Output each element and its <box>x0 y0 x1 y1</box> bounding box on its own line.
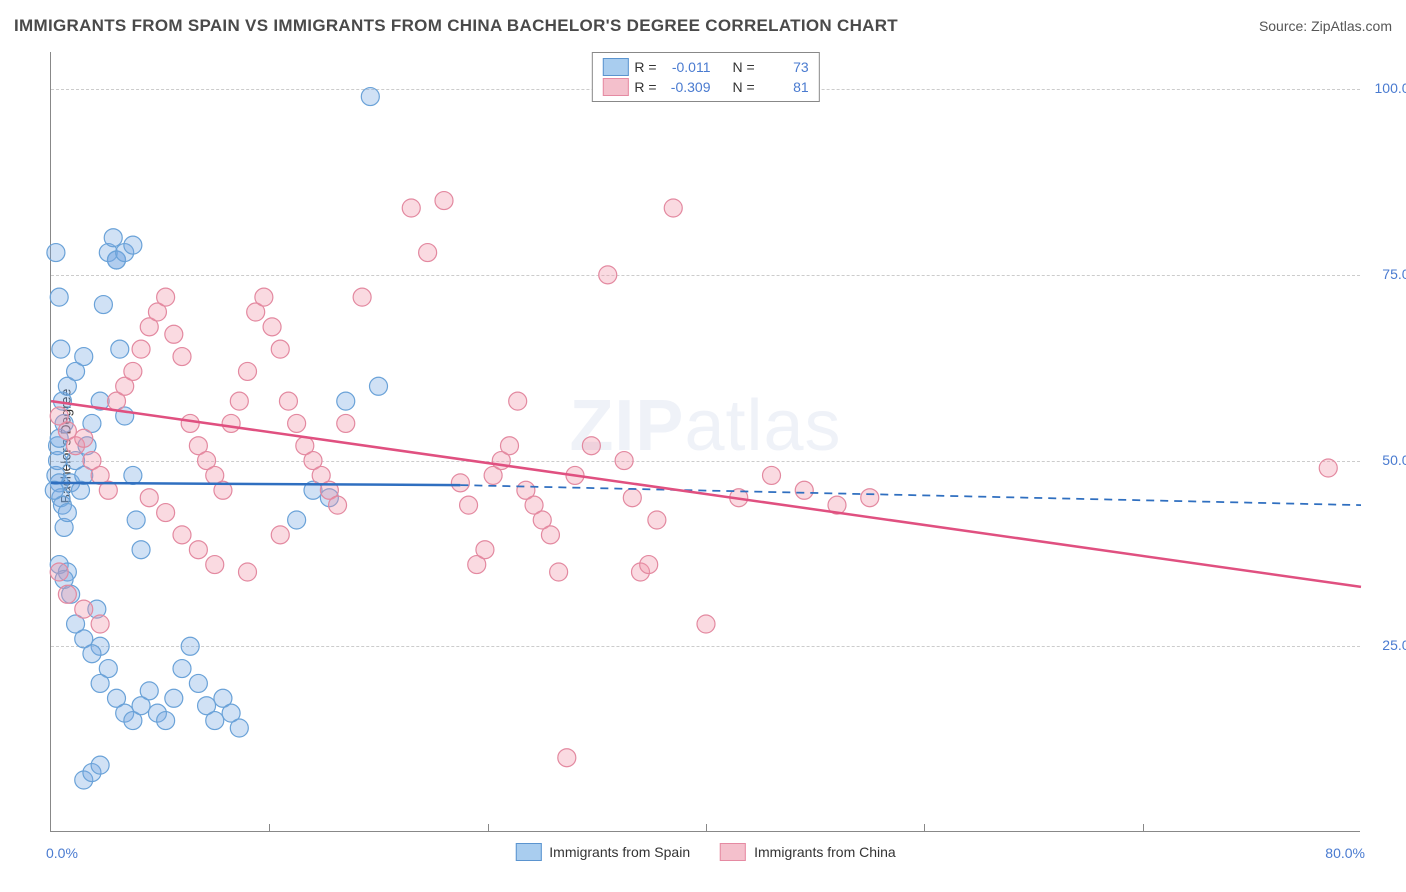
x-tick-left: 0.0% <box>46 845 78 861</box>
swatch-spain <box>602 58 628 76</box>
y-tick-label: 50.0% <box>1367 452 1406 468</box>
y-tick-label: 25.0% <box>1367 637 1406 653</box>
chart-title: IMMIGRANTS FROM SPAIN VS IMMIGRANTS FROM… <box>14 16 898 36</box>
y-tick-label: 75.0% <box>1367 266 1406 282</box>
swatch-china <box>602 78 628 96</box>
chart-header: IMMIGRANTS FROM SPAIN VS IMMIGRANTS FROM… <box>14 12 1392 40</box>
scatter-plot-svg <box>51 52 1360 831</box>
swatch-china-icon <box>720 843 746 861</box>
legend-row-spain: R = -0.011 N = 73 <box>602 57 808 77</box>
y-tick-label: 100.0% <box>1367 80 1406 96</box>
x-tick-right: 80.0% <box>1325 845 1365 861</box>
chart-plot-area: ZIPatlas R = -0.011 N = 73 R = -0.309 N … <box>50 52 1360 832</box>
legend-item-china: Immigrants from China <box>720 843 896 861</box>
series-legend: Immigrants from Spain Immigrants from Ch… <box>515 843 895 861</box>
legend-row-china: R = -0.309 N = 81 <box>602 77 808 97</box>
swatch-spain-icon <box>515 843 541 861</box>
source-label: Source: ZipAtlas.com <box>1259 18 1392 34</box>
legend-item-spain: Immigrants from Spain <box>515 843 690 861</box>
correlation-legend: R = -0.011 N = 73 R = -0.309 N = 81 <box>591 52 819 102</box>
